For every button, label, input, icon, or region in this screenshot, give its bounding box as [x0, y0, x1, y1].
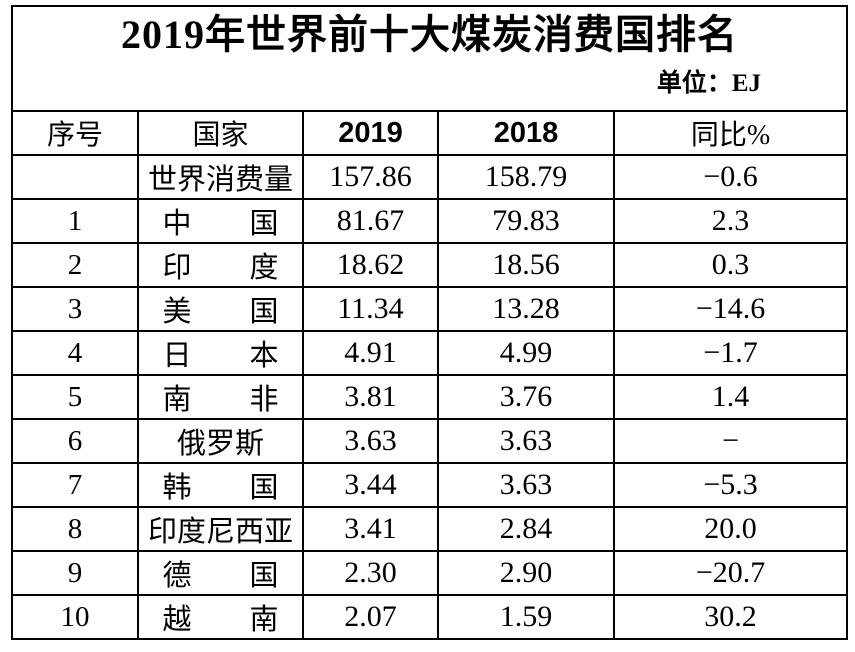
cell-seq: 4 [11, 330, 139, 376]
cell-yoy: −0.6 [612, 154, 849, 200]
cell-yoy: − [612, 418, 849, 464]
cell-seq [11, 154, 139, 200]
cell-country: 中 国 [137, 198, 304, 244]
coal-consumption-table: 2019年世界前十大煤炭消费国排名 单位：EJ 序号 国家 2019 2018 … [10, 5, 849, 640]
cell-seq: 1 [11, 198, 139, 244]
cell-2019: 3.81 [302, 374, 439, 420]
cell-seq: 10 [11, 594, 139, 640]
title-row: 2019年世界前十大煤炭消费国排名 单位：EJ [10, 5, 849, 112]
cell-2019: 3.63 [302, 418, 439, 464]
cell-2018: 2.90 [437, 550, 615, 596]
cell-2019: 157.86 [302, 154, 439, 200]
cell-seq: 7 [11, 462, 139, 508]
cell-country: 韩 国 [137, 462, 304, 508]
cell-country: 世界消费量 [137, 154, 304, 200]
col-header-seq: 序号 [11, 110, 139, 156]
cell-2019: 3.41 [302, 506, 439, 552]
cell-2018: 13.28 [437, 286, 615, 332]
cell-seq: 2 [11, 242, 139, 288]
cell-2019: 11.34 [302, 286, 439, 332]
cell-yoy: −14.6 [612, 286, 849, 332]
table-row-world: 世界消费量 157.86 158.79 −0.6 [11, 154, 849, 200]
page-title: 2019年世界前十大煤炭消费国排名 [121, 12, 739, 57]
col-header-yoy: 同比% [612, 110, 849, 156]
title-cell: 2019年世界前十大煤炭消费国排名 单位：EJ [10, 5, 849, 112]
cell-yoy: 1.4 [612, 374, 849, 420]
table-row-8: 8 印度尼西亚 3.41 2.84 20.0 [11, 506, 849, 552]
cell-2019: 2.30 [302, 550, 439, 596]
table-row-6: 6 俄罗斯 3.63 3.63 − [11, 418, 849, 464]
cell-yoy: −5.3 [612, 462, 849, 508]
cell-2018: 79.83 [437, 198, 615, 244]
table-row-1: 1 中 国 81.67 79.83 2.3 [11, 198, 849, 244]
title-cell-inner: 2019年世界前十大煤炭消费国排名 单位：EJ [14, 8, 845, 109]
cell-country: 俄罗斯 [137, 418, 304, 464]
cell-yoy: 2.3 [612, 198, 849, 244]
cell-seq: 5 [11, 374, 139, 420]
cell-country: 印 度 [137, 242, 304, 288]
cell-2018: 2.84 [437, 506, 615, 552]
cell-2018: 3.76 [437, 374, 615, 420]
cell-country: 印度尼西亚 [137, 506, 304, 552]
table-row-2: 2 印 度 18.62 18.56 0.3 [11, 242, 849, 288]
col-header-2019: 2019 [302, 110, 439, 156]
table-row-3: 3 美 国 11.34 13.28 −14.6 [11, 286, 849, 332]
cell-2019: 81.67 [302, 198, 439, 244]
cell-2018: 18.56 [437, 242, 615, 288]
table-row-7: 7 韩 国 3.44 3.63 −5.3 [11, 462, 849, 508]
cell-2019: 3.44 [302, 462, 439, 508]
col-header-country: 国家 [137, 110, 304, 156]
cell-country: 日 本 [137, 330, 304, 376]
cell-country: 德 国 [137, 550, 304, 596]
cell-seq: 8 [11, 506, 139, 552]
cell-yoy: 20.0 [612, 506, 849, 552]
cell-country: 美 国 [137, 286, 304, 332]
cell-yoy: −20.7 [612, 550, 849, 596]
cell-yoy: 0.3 [612, 242, 849, 288]
cell-2018: 4.99 [437, 330, 615, 376]
cell-2019: 4.91 [302, 330, 439, 376]
table-row-10: 10 越 南 2.07 1.59 30.2 [11, 594, 849, 640]
cell-2019: 2.07 [302, 594, 439, 640]
header-row: 序号 国家 2019 2018 同比% [11, 110, 849, 156]
cell-2018: 3.63 [437, 418, 615, 464]
table-row-5: 5 南 非 3.81 3.76 1.4 [11, 374, 849, 420]
table-row-4: 4 日 本 4.91 4.99 −1.7 [11, 330, 849, 376]
cell-2018: 3.63 [437, 462, 615, 508]
cell-2018: 1.59 [437, 594, 615, 640]
col-header-2018: 2018 [437, 110, 615, 156]
cell-2019: 18.62 [302, 242, 439, 288]
cell-country: 越 南 [137, 594, 304, 640]
cell-yoy: −1.7 [612, 330, 849, 376]
cell-2018: 158.79 [437, 154, 615, 200]
cell-country: 南 非 [137, 374, 304, 420]
cell-seq: 6 [11, 418, 139, 464]
cell-seq: 3 [11, 286, 139, 332]
table-row-9: 9 德 国 2.30 2.90 −20.7 [11, 550, 849, 596]
cell-yoy: 30.2 [612, 594, 849, 640]
cell-seq: 9 [11, 550, 139, 596]
unit-label: 单位：EJ [656, 70, 762, 97]
